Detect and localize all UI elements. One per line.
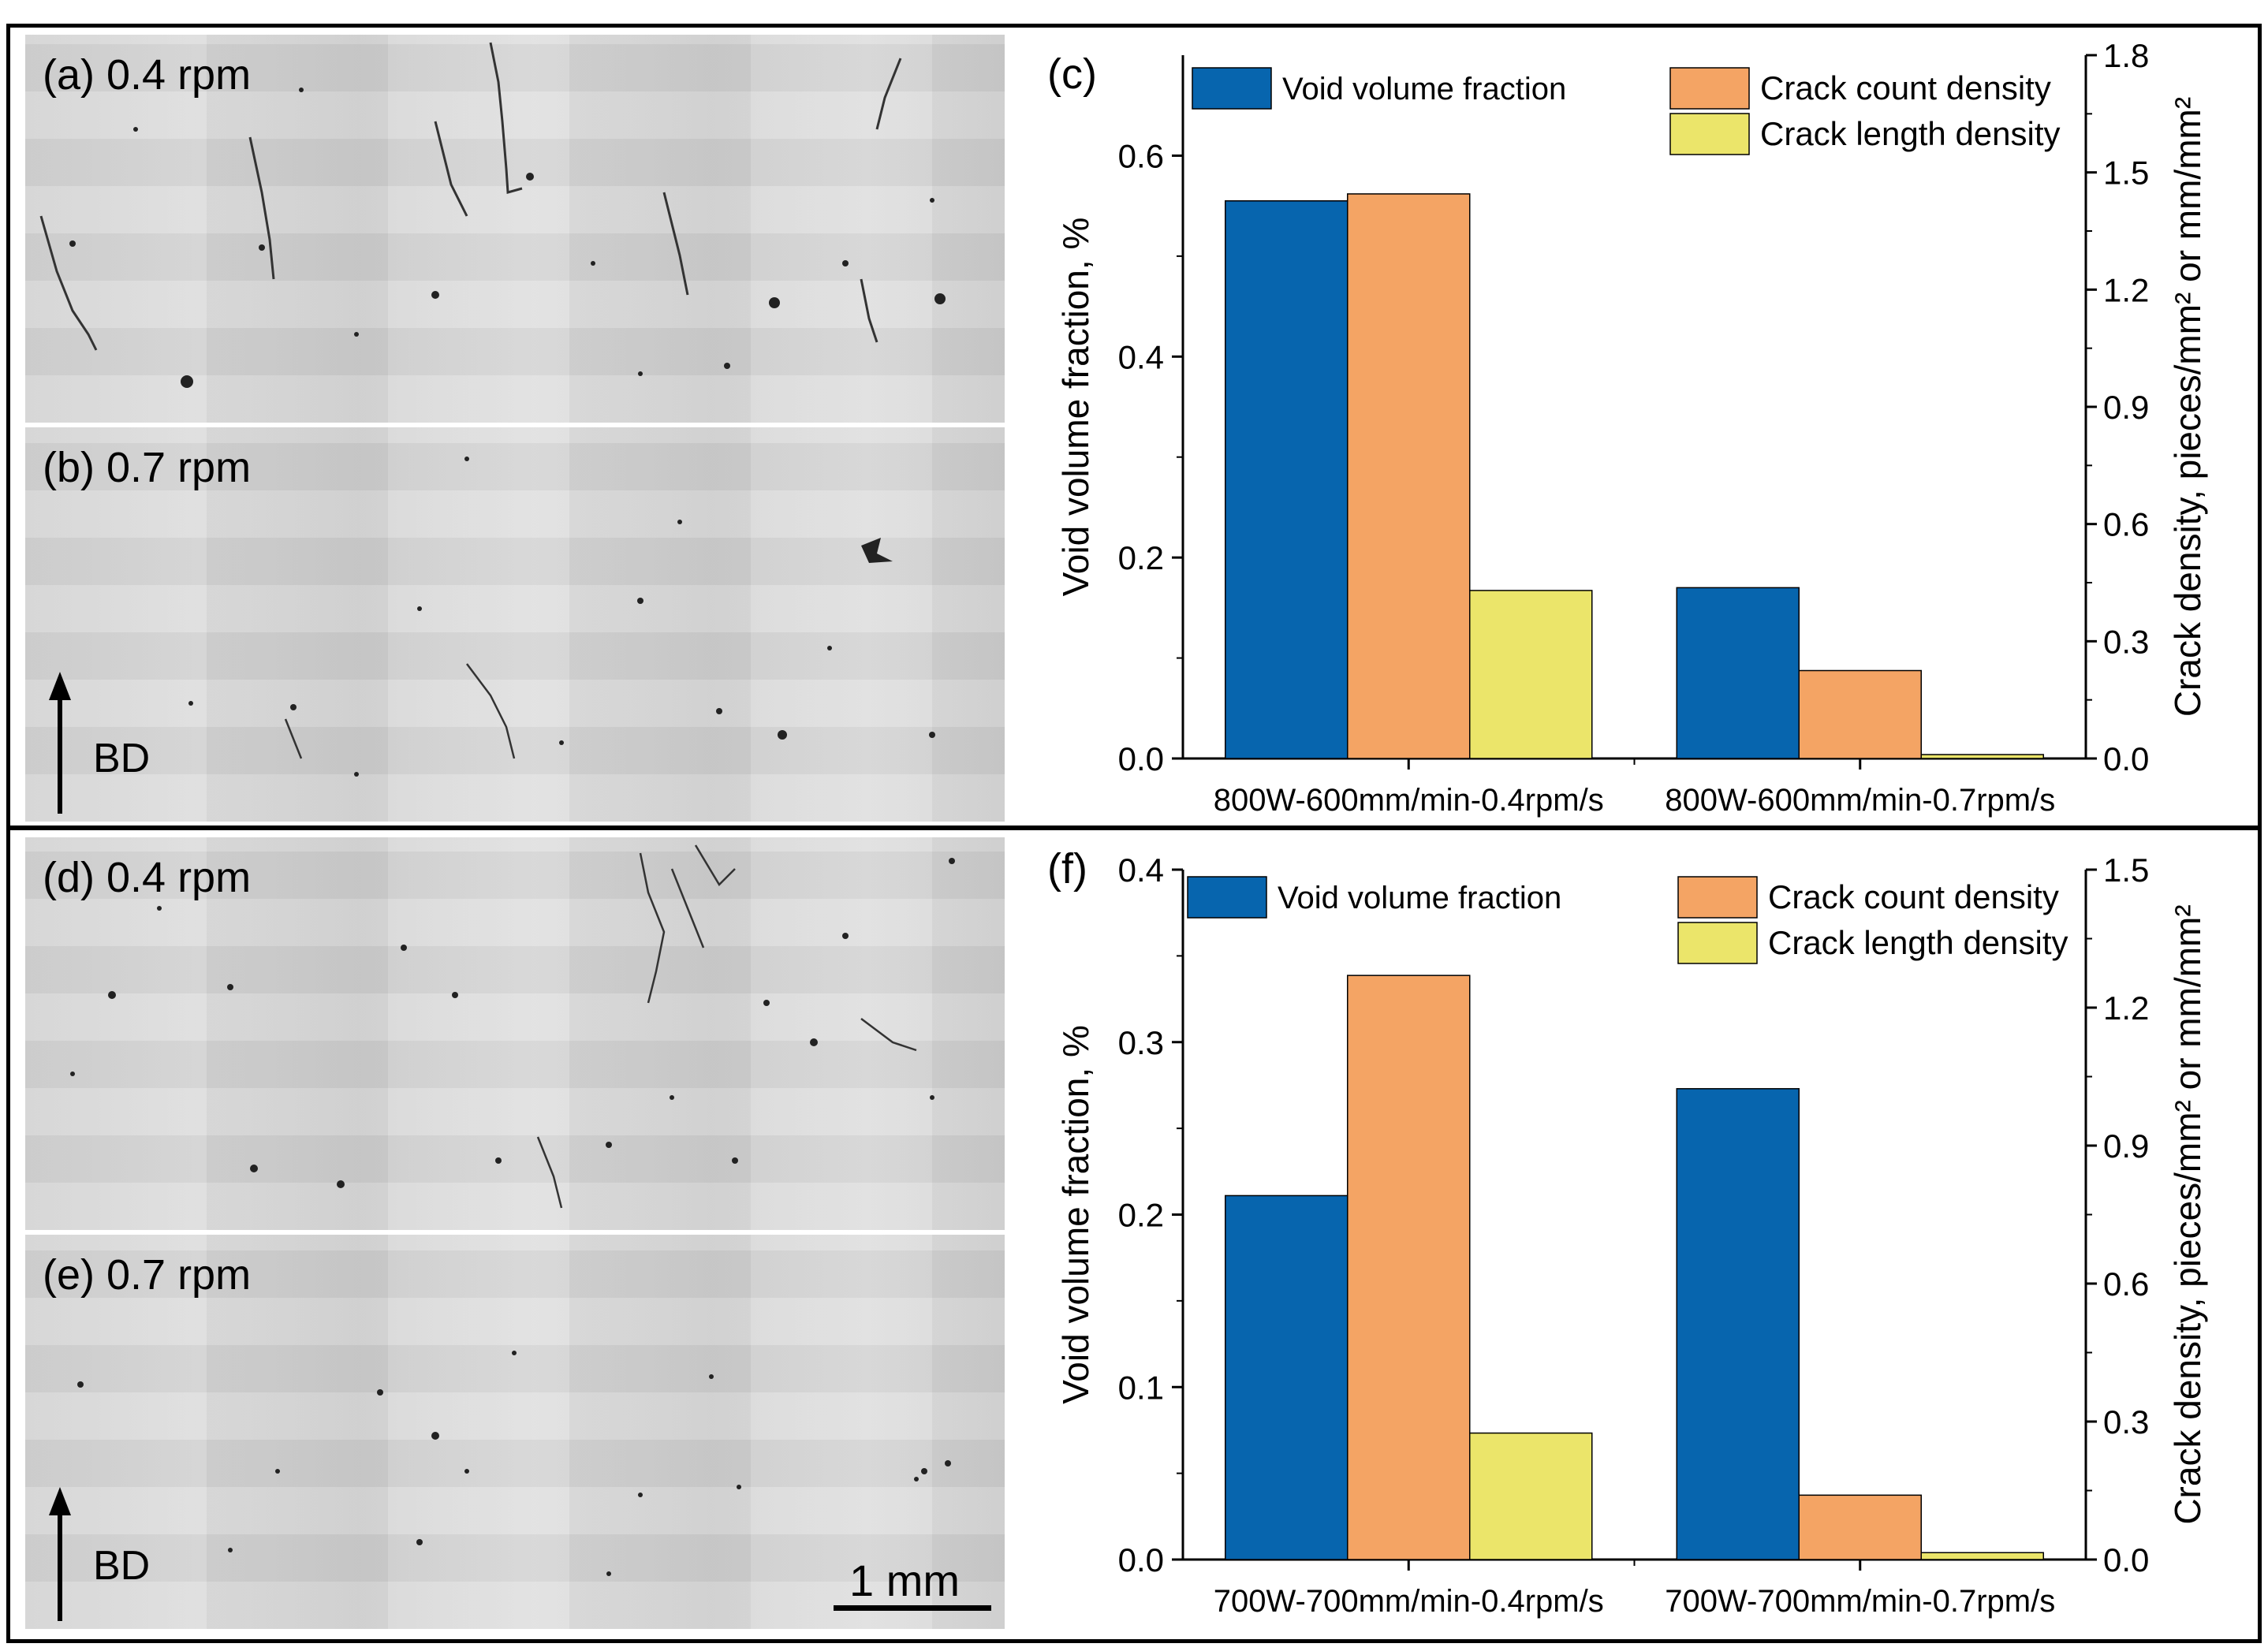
bar-crack-count-density <box>1347 975 1471 1560</box>
legend-swatch-crack-count-density <box>1669 67 1750 110</box>
bd-arrow-e <box>49 1487 71 1621</box>
legend-swatch-void-volume-fraction <box>1192 67 1272 110</box>
y2-tick-label: 0.9 <box>2103 1127 2149 1165</box>
legend-label: Crack length density <box>1768 924 2068 961</box>
micrograph-b: (b) 0.7 rpm BD <box>25 427 1005 822</box>
x-tick-label: 800W-600mm/min-0.4rpm/s <box>1214 783 1604 818</box>
bar-crack-length-density <box>1920 1552 2044 1560</box>
bar-crack-length-density <box>1469 590 1593 759</box>
bd-label-b: BD <box>93 736 151 781</box>
micrograph-b-features <box>188 457 935 777</box>
legend-swatch-crack-length-density <box>1677 922 1758 964</box>
panel-label-d: (d) 0.4 rpm <box>43 854 252 901</box>
x-tick-label: 700W-700mm/min-0.7rpm/s <box>1665 1584 2055 1619</box>
chart-panel-label: (f) <box>1047 845 1087 893</box>
scale-bar <box>834 1605 991 1611</box>
chart-panel-label: (c) <box>1047 50 1097 98</box>
y-tick-label: 0.2 <box>1118 1197 1164 1234</box>
micrograph-d-features <box>70 844 955 1209</box>
y2-tick-label: 0.0 <box>2103 740 2149 777</box>
y2-tick-label: 1.5 <box>2103 852 2149 889</box>
y-tick-label: 0.0 <box>1118 1541 1164 1578</box>
panel-label-b: (b) 0.7 rpm <box>43 444 252 491</box>
bar-void-volume-fraction <box>1225 200 1348 759</box>
legend-label: Crack count density <box>1768 878 2059 915</box>
y2-tick-label: 0.3 <box>2103 1403 2149 1440</box>
bar-crack-count-density <box>1798 669 1922 759</box>
bar-crack-count-density <box>1347 193 1471 759</box>
panel-label-a: (a) 0.4 rpm <box>43 51 252 99</box>
y-axis-title: Void volume fraction, % <box>1055 218 1096 597</box>
legend-label: Void volume fraction <box>1278 881 1561 915</box>
y2-tick-label: 0.9 <box>2103 389 2149 426</box>
bd-label-e: BD <box>93 1543 151 1589</box>
y-tick-label: 0.0 <box>1118 740 1164 777</box>
bar-crack-length-density <box>1920 754 2044 759</box>
y2-tick-label: 1.8 <box>2103 37 2149 74</box>
micrograph-e-features <box>77 1351 951 1576</box>
micrograph-a: (a) 0.4 rpm <box>25 35 1005 423</box>
legend-swatch-crack-count-density <box>1677 876 1758 919</box>
y2-tick-label: 0.3 <box>2103 623 2149 660</box>
y2-tick-label: 1.2 <box>2103 271 2149 308</box>
bd-arrow-b <box>49 672 71 814</box>
y-tick-label: 0.2 <box>1118 539 1164 576</box>
micrograph-a-features <box>39 42 946 388</box>
y2-tick-label: 1.2 <box>2103 989 2149 1027</box>
chart-f: 0.0 0.1 0.2 0.3 0.4 0.0 0.3 0.6 0.9 1.2 1.5 700W-70… <box>1047 845 2208 1619</box>
bar-crack-length-density <box>1469 1432 1593 1560</box>
bar-void-volume-fraction <box>1225 1194 1348 1560</box>
chart-c: 0.0 0.2 0.4 0.6 0.0 0.3 0.6 0.9 1.2 1.5 1.8 800W-60… <box>1047 37 2208 818</box>
y-tick-label: 0.1 <box>1118 1369 1164 1406</box>
y2-tick-label: 1.5 <box>2103 155 2149 192</box>
y2-axis-title: Crack density, pieces/mm² or mm/mm² <box>2167 904 2208 1524</box>
y-axis-title: Void volume fraction, % <box>1055 1025 1096 1404</box>
y2-tick-label: 0.6 <box>2103 1265 2149 1303</box>
legend-label: Crack count density <box>1760 69 2051 106</box>
legend-swatch-crack-length-density <box>1669 113 1750 155</box>
y2-axis-title: Crack density, pieces/mm² or mm/mm² <box>2167 97 2208 717</box>
legend-label: Crack length density <box>1760 115 2061 152</box>
y-tick-label: 0.4 <box>1118 338 1164 375</box>
x-tick-label: 800W-600mm/min-0.7rpm/s <box>1665 783 2055 818</box>
legend-swatch-void-volume-fraction <box>1187 876 1267 919</box>
scale-bar-label: 1 mm <box>849 1556 960 1605</box>
panel-label-e: (e) 0.7 rpm <box>43 1251 252 1299</box>
y-tick-label: 0.3 <box>1118 1024 1164 1061</box>
y-tick-label: 0.4 <box>1118 852 1164 889</box>
legend-label: Void volume fraction <box>1282 72 1566 106</box>
bar-void-volume-fraction <box>1676 587 1800 759</box>
micrograph-d: (d) 0.4 rpm <box>25 837 1005 1230</box>
y2-tick-label: 0.6 <box>2103 506 2149 543</box>
y2-tick-label: 0.0 <box>2103 1541 2149 1578</box>
x-tick-label: 700W-700mm/min-0.4rpm/s <box>1214 1584 1604 1619</box>
micrograph-e: (e) 0.7 rpm BD 1 mm <box>25 1235 1005 1629</box>
bar-void-volume-fraction <box>1676 1088 1800 1560</box>
y-tick-label: 0.6 <box>1118 137 1164 174</box>
bar-crack-count-density <box>1798 1494 1922 1560</box>
